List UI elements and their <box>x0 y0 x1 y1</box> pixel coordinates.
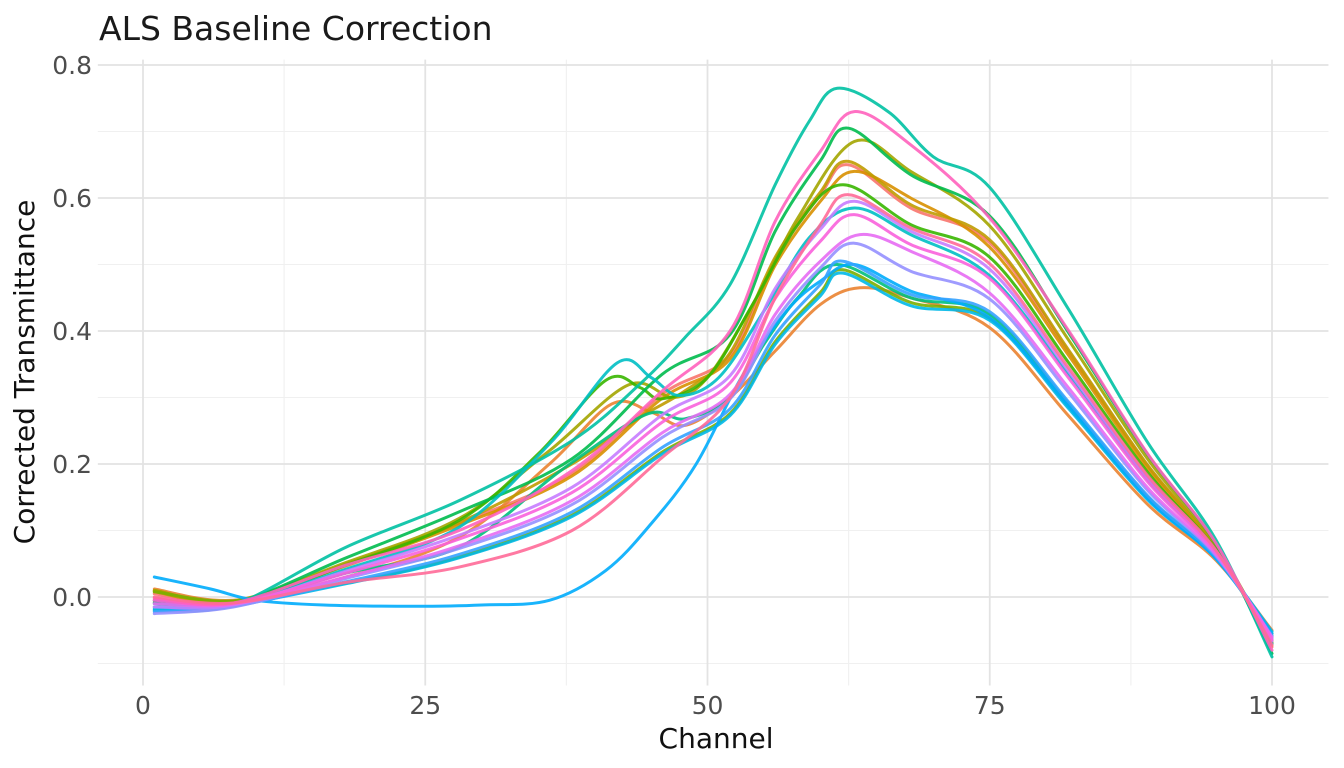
series-lines <box>152 86 1274 659</box>
y-axis-tick-labels: 0.0 0.2 0.4 0.6 0.8 <box>52 51 92 612</box>
x-tick-label: 0 <box>135 691 151 720</box>
x-tick-label: 100 <box>1248 691 1296 720</box>
series-line-spectrum-19-hot-pink <box>152 110 1274 652</box>
series-line-spectrum-07-green <box>152 183 1274 642</box>
y-tick-label: 0.4 <box>52 317 92 346</box>
series-line-spectrum-15-periwinkle <box>152 241 1274 640</box>
x-tick-label: 25 <box>409 691 441 720</box>
y-tick-label: 0.8 <box>52 51 92 80</box>
gridlines-major <box>97 59 1329 686</box>
series-line-spectrum-14-sky-blue <box>152 259 1274 638</box>
series-line-spectrum-16-violet <box>152 199 1274 643</box>
y-tick-label: 0.0 <box>52 583 92 612</box>
x-tick-label: 75 <box>974 691 1006 720</box>
chart-title: ALS Baseline Correction <box>99 9 493 48</box>
series-line-spectrum-17-orchid <box>152 232 1274 639</box>
x-axis-tick-labels: 0 25 50 75 100 <box>135 691 1296 720</box>
y-axis-label: Corrected Transmittance <box>8 200 41 545</box>
y-tick-label: 0.2 <box>52 450 92 479</box>
y-tick-label: 0.6 <box>52 184 92 213</box>
series-line-spectrum-20-rose-pink <box>152 193 1274 647</box>
series-line-spectrum-18-magenta <box>152 213 1274 642</box>
x-axis-label: Channel <box>659 722 774 755</box>
x-tick-label: 50 <box>692 691 724 720</box>
series-line-spectrum-10-teal <box>152 86 1274 659</box>
